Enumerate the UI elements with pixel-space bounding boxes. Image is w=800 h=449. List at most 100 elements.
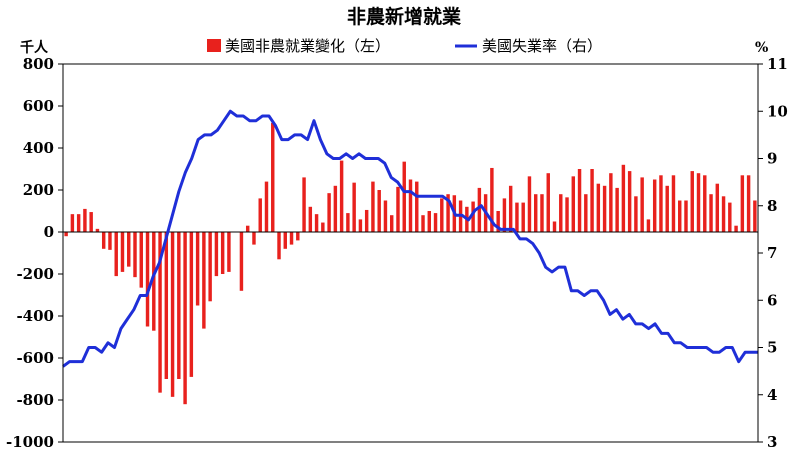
- payroll-bar: [158, 232, 162, 393]
- plot-frame: [62, 63, 759, 443]
- payroll-bar: [195, 232, 200, 306]
- payroll-bar: [377, 190, 381, 232]
- payroll-bar: [671, 175, 676, 232]
- payroll-bar: [740, 175, 745, 232]
- payroll-bar: [602, 185, 607, 232]
- payroll-bar: [183, 232, 187, 405]
- payroll-bar: [120, 232, 125, 272]
- payroll-bar: [277, 232, 281, 260]
- payroll-bar: [314, 214, 319, 232]
- payroll-bar: [590, 169, 594, 232]
- legend-bar-swatch: [207, 39, 221, 52]
- payroll-bar: [703, 175, 707, 232]
- right-tick-label: 9: [767, 150, 777, 168]
- payroll-bar: [396, 186, 400, 232]
- payroll-bar: [239, 232, 244, 291]
- payroll-bar: [753, 200, 757, 232]
- payroll-bar: [471, 201, 475, 232]
- payroll-bar: [271, 122, 275, 232]
- payroll-bar: [721, 196, 726, 232]
- payroll-bar: [170, 232, 175, 397]
- payroll-bar: [640, 177, 644, 232]
- left-tick-label: -1000: [6, 433, 54, 449]
- payroll-bar: [64, 232, 68, 237]
- payroll-bar: [584, 194, 588, 232]
- payroll-bar: [245, 225, 250, 232]
- payroll-bar: [383, 200, 388, 232]
- payroll-bar: [152, 232, 156, 331]
- payroll-bar: [490, 167, 494, 232]
- payroll-bar: [609, 173, 613, 232]
- payroll-bar: [440, 198, 444, 232]
- right-tick-label: 8: [767, 197, 777, 215]
- payroll-bar: [145, 232, 150, 327]
- payroll-bar: [627, 171, 632, 232]
- payroll-bar: [684, 200, 688, 232]
- right-tick-label: 6: [767, 291, 777, 309]
- payroll-bar: [634, 196, 638, 232]
- payroll-bar: [296, 232, 300, 241]
- payroll-bar: [133, 232, 137, 278]
- left-tick-label: 600: [23, 97, 54, 115]
- payroll-bar: [389, 215, 394, 232]
- payroll-bar: [646, 219, 651, 232]
- payroll-bar: [327, 193, 331, 232]
- payroll-bar: [534, 194, 538, 232]
- payroll-bar: [364, 209, 369, 232]
- payroll-bar: [283, 232, 287, 249]
- payroll-bar: [565, 197, 569, 232]
- unemployment-rate-line: [62, 109, 758, 368]
- payroll-bar: [352, 182, 356, 232]
- payroll-bar: [652, 179, 657, 232]
- payroll-bar: [678, 200, 682, 232]
- payroll-bar: [690, 171, 694, 232]
- payroll-bar: [709, 194, 713, 232]
- payroll-bar: [502, 198, 507, 232]
- payroll-bar: [264, 181, 269, 232]
- payroll-bar: [127, 232, 131, 267]
- payroll-bar: [289, 232, 294, 245]
- payroll-bar: [446, 194, 450, 232]
- payroll-bar: [114, 232, 118, 277]
- chart-title: 非農新增就業: [347, 5, 462, 28]
- payroll-bar: [164, 232, 169, 379]
- left-tick-label: 0: [44, 223, 54, 241]
- payroll-bar: [508, 185, 513, 232]
- payroll-bar: [108, 232, 112, 250]
- left-tick-label: 400: [23, 139, 54, 157]
- payroll-bar: [214, 232, 219, 277]
- payroll-bar: [527, 176, 532, 232]
- payroll-bar: [346, 213, 350, 232]
- payroll-bar: [696, 173, 701, 232]
- payroll-bar: [577, 169, 582, 232]
- payroll-bar: [408, 179, 413, 232]
- left-tick-label: -200: [16, 265, 54, 283]
- payroll-bar: [189, 232, 194, 377]
- payroll-bar: [515, 202, 519, 232]
- legend-line-label: 美國失業率（右）: [482, 37, 602, 55]
- left-tick-label: -800: [16, 391, 54, 409]
- payroll-bar: [621, 164, 626, 232]
- payroll-bar: [76, 214, 81, 232]
- payroll-bar: [227, 232, 231, 272]
- payroll-bar: [83, 208, 87, 232]
- payroll-bar: [333, 185, 338, 232]
- left-axis-unit: 千人: [20, 39, 49, 56]
- right-axis-unit: %: [755, 40, 768, 56]
- payroll-bar: [659, 175, 663, 232]
- left-tick-label: -400: [16, 307, 54, 325]
- left-tick-label: -600: [16, 349, 54, 367]
- payroll-bar: [552, 221, 557, 232]
- right-tick-label: 4: [767, 386, 777, 404]
- payroll-bar: [208, 232, 212, 302]
- right-tick-label: 3: [767, 433, 777, 449]
- payroll-bar: [477, 187, 482, 232]
- right-tick-label: 5: [767, 339, 777, 357]
- payroll-bar: [321, 222, 325, 232]
- payroll-bar: [540, 194, 544, 232]
- payroll-bar: [521, 202, 525, 232]
- payroll-bar: [402, 161, 406, 232]
- right-tick-label: 11: [767, 55, 788, 73]
- payroll-bar: [89, 212, 93, 232]
